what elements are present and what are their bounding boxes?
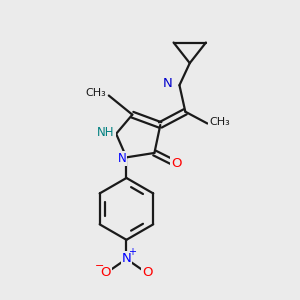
- Text: O: O: [171, 157, 182, 170]
- Text: O: O: [142, 266, 152, 279]
- Text: CH₃: CH₃: [85, 88, 106, 98]
- Text: +: +: [128, 248, 136, 257]
- Text: NH: NH: [97, 126, 115, 139]
- Text: CH₃: CH₃: [209, 117, 230, 127]
- Text: N: N: [118, 152, 126, 165]
- Text: O: O: [100, 266, 111, 279]
- Text: N: N: [163, 77, 173, 90]
- Text: N: N: [122, 252, 131, 266]
- Text: −: −: [94, 261, 104, 271]
